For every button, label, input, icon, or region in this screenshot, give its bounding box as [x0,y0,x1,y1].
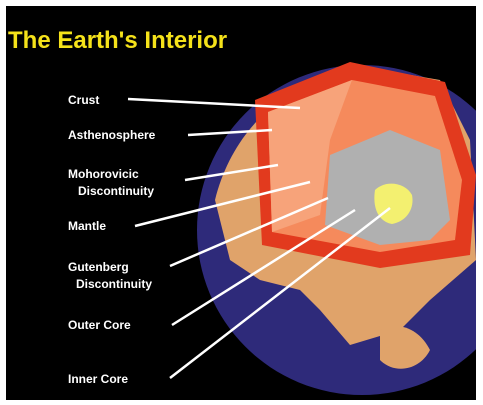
label-line: Discontinuity [78,184,154,198]
label-line: Discontinuity [76,277,152,291]
label: Mantle [68,219,106,233]
label-line: Mohorovicic [68,167,139,181]
title: The Earth's Interior [8,27,227,54]
label-line: Asthenosphere [68,128,156,142]
label: Inner Core [68,372,128,386]
diagram: The Earth's Interior Crust Asthenosphere… [0,0,483,405]
label: Outer Core [68,318,131,332]
label-line: Outer Core [68,318,131,332]
label-line: Mantle [68,219,106,233]
label-line: Gutenberg [68,260,129,274]
label: Asthenosphere [68,128,156,142]
label: Crust [68,93,99,107]
label-line: Inner Core [68,372,128,386]
label-line: Crust [68,93,99,107]
